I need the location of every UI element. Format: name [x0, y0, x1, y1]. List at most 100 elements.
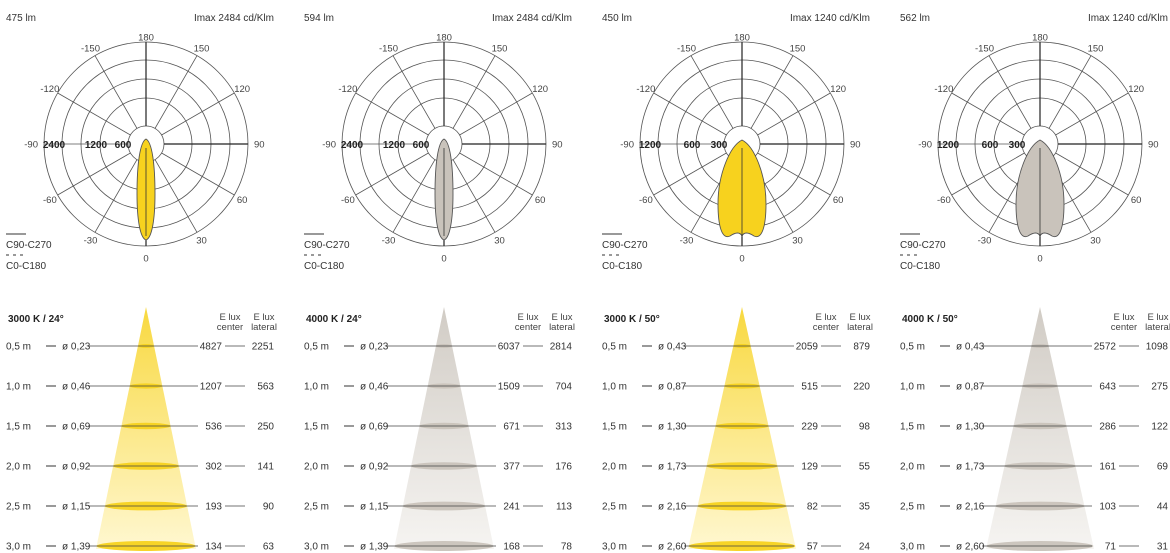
distance-label: 3,0 m	[602, 542, 627, 553]
angle-label: 90	[850, 140, 861, 151]
polar-spoke	[750, 55, 794, 129]
lux-center-value: 71	[1105, 542, 1117, 553]
polar-spoke	[94, 159, 138, 233]
header-lateral-line2: lateral	[847, 322, 873, 333]
legend-dashed-label: C0-C180	[6, 261, 46, 272]
distance-label: 2,0 m	[602, 462, 627, 473]
angle-label: 150	[1088, 43, 1104, 54]
diameter-label: ø 2,60	[658, 542, 687, 553]
angle-label: -90	[620, 140, 634, 151]
angle-label: 150	[194, 43, 210, 54]
lux-lateral-value: 63	[263, 542, 275, 553]
polar-diagram: 450 lm Imax 1240 cd/Klm1801501209060300-3…	[602, 13, 870, 272]
polar-spoke	[459, 92, 533, 136]
polar-spoke	[1055, 152, 1129, 196]
angle-label: -120	[40, 84, 59, 95]
curve-legend: C90-C270 C0-C180	[900, 233, 946, 272]
polar-spoke	[161, 92, 235, 136]
header-lateral-line1: E lux	[551, 312, 572, 323]
distance-label: 1,0 m	[602, 382, 627, 393]
lux-lateral-value: 2251	[252, 342, 275, 353]
cone-row: 0,5 m ø 0,43 2572 1098	[900, 342, 1168, 353]
imax-label: Imax 2484 cd/Klm	[492, 13, 572, 24]
polar-spoke	[757, 92, 831, 136]
diameter-label: ø 0,92	[360, 462, 389, 473]
diameter-label: ø 0,69	[360, 422, 389, 433]
lux-center-value: 6037	[498, 342, 521, 353]
cone-row: 1,0 m ø 0,46 1207 563	[6, 382, 274, 393]
lux-center-value: 193	[205, 502, 222, 513]
lux-lateral-value: 90	[263, 502, 275, 513]
lux-lateral-value: 176	[555, 462, 572, 473]
angle-label: -60	[639, 195, 653, 206]
header-center-line2: center	[1111, 322, 1137, 333]
legend-dashed-label: C0-C180	[900, 261, 940, 272]
polar-spoke	[452, 159, 496, 233]
ring-value-label: 600	[684, 140, 701, 151]
lux-lateral-value: 563	[257, 382, 274, 393]
header-center-line2: center	[217, 322, 243, 333]
distance-label: 1,5 m	[900, 422, 925, 433]
lumen-label: 450 lm	[602, 13, 632, 24]
distance-label: 0,5 m	[6, 342, 31, 353]
diameter-label: ø 2,16	[956, 502, 985, 513]
angle-label: 0	[441, 254, 446, 265]
lux-center-value: 377	[503, 462, 520, 473]
lux-center-value: 241	[503, 502, 520, 513]
angle-label: -60	[43, 195, 57, 206]
lumen-label: 562 lm	[900, 13, 930, 24]
angle-label: 120	[1128, 84, 1144, 95]
polar-spoke	[392, 159, 436, 233]
angle-label: -150	[975, 43, 994, 54]
diameter-label: ø 1,30	[956, 422, 985, 433]
distance-label: 2,5 m	[304, 502, 329, 513]
angle-label: -90	[24, 140, 38, 151]
lux-center-value: 82	[807, 502, 819, 513]
polar-spoke	[392, 55, 436, 129]
legend-dashed-label: C0-C180	[602, 261, 642, 272]
legend-solid-label: C90-C270	[602, 240, 648, 251]
distance-label: 2,5 m	[6, 502, 31, 513]
diameter-label: ø 1,39	[62, 542, 91, 553]
lux-center-value: 302	[205, 462, 222, 473]
polar-spoke	[951, 152, 1025, 196]
diameter-label: ø 0,43	[658, 342, 687, 353]
header-center-line1: E lux	[219, 312, 240, 323]
lux-center-value: 536	[205, 422, 222, 433]
lux-center-value: 161	[1099, 462, 1116, 473]
diameter-label: ø 0,87	[956, 382, 985, 393]
cone-title: 3000 K / 24°	[8, 314, 64, 325]
lumen-label: 475 lm	[6, 13, 36, 24]
polar-spoke	[1048, 55, 1092, 129]
lux-center-value: 229	[801, 422, 818, 433]
angle-label: 30	[1090, 236, 1101, 247]
distance-label: 3,0 m	[6, 542, 31, 553]
ring-value-label: 1200	[383, 140, 406, 151]
angle-label: -30	[680, 236, 694, 247]
lux-lateral-value: 55	[859, 462, 871, 473]
polar-spoke	[355, 152, 429, 196]
cone-row: 1,5 m ø 1,30 229 98	[602, 422, 870, 433]
polar-spoke	[951, 92, 1025, 136]
cone-row: 1,5 m ø 0,69 536 250	[6, 422, 274, 433]
angle-label: -150	[677, 43, 696, 54]
cone-row: 1,0 m ø 0,87 515 220	[602, 382, 870, 393]
angle-label: 180	[436, 33, 452, 44]
diameter-label: ø 1,30	[658, 422, 687, 433]
panel-1: 475 lm Imax 2484 cd/Klm 180 150 120 90 60 30 0 -3…	[6, 13, 277, 553]
angle-label: 90	[254, 140, 265, 151]
cone-title: 3000 K / 50°	[604, 314, 660, 325]
angle-label: 60	[833, 195, 844, 206]
panel-2: 594 lm Imax 2484 cd/Klm 180 150 120 90 60 30 0 -3…	[304, 13, 575, 553]
header-lateral-line1: E lux	[1147, 312, 1168, 323]
angle-label: 0	[143, 254, 148, 265]
diameter-label: ø 1,39	[360, 542, 389, 553]
cone-row: 1,5 m ø 0,69 671 313	[304, 422, 572, 433]
distance-label: 0,5 m	[304, 342, 329, 353]
angle-label: 0	[1037, 254, 1042, 265]
distance-label: 2,5 m	[900, 502, 925, 513]
polar-spoke	[1055, 92, 1129, 136]
angle-label: -150	[379, 43, 398, 54]
lux-center-value: 134	[205, 542, 222, 553]
